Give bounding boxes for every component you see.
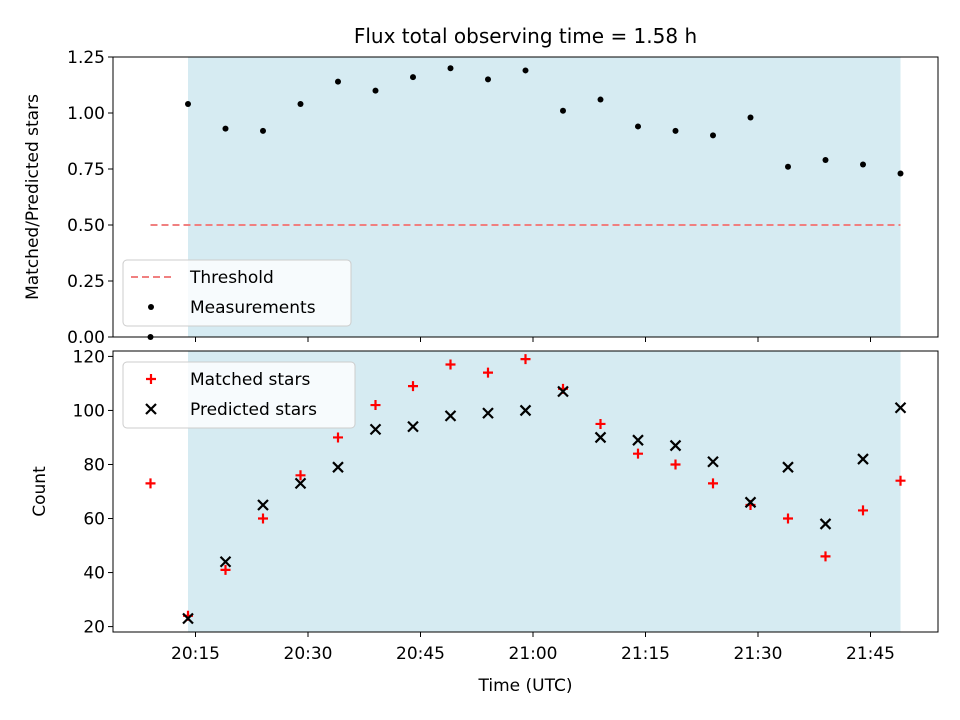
point-matched-stars — [295, 470, 306, 481]
y-tick-label: 80 — [83, 455, 105, 475]
legend-label: Predicted stars — [190, 400, 317, 420]
point-measurements — [597, 96, 604, 103]
point-matched-stars — [708, 478, 718, 489]
y-tick-label: 0.50 — [67, 216, 105, 236]
y-tick-label: 100 — [73, 401, 105, 421]
y-tick-label: 60 — [83, 510, 105, 530]
y-tick-label: 1.25 — [67, 48, 105, 68]
x-tick-label: 20:15 — [171, 644, 220, 664]
y-tick-label: 40 — [83, 564, 105, 584]
point-measurements — [897, 170, 904, 177]
point-predicted-stars — [182, 612, 194, 625]
legend-label: Threshold — [189, 268, 274, 288]
x-tick-label: 20:30 — [284, 644, 333, 664]
point-matched-stars — [895, 475, 906, 486]
point-matched-stars — [220, 564, 231, 575]
point-matched-stars — [145, 478, 156, 489]
point-matched-stars — [445, 359, 456, 370]
point-matched-stars — [633, 448, 643, 459]
point-predicted-stars — [894, 401, 907, 414]
point-matched-stars — [370, 400, 381, 411]
point-predicted-stars — [819, 518, 832, 530]
point-measurements — [260, 127, 266, 134]
point-predicted-stars — [407, 420, 419, 433]
x-tick-label: 21:45 — [846, 644, 895, 664]
point-measurements — [522, 67, 529, 74]
y-axis-label: Matched/Predicted stars — [23, 94, 43, 300]
point-predicted-stars — [219, 555, 232, 568]
point-matched-stars — [483, 367, 493, 378]
legend-predicted-swatch — [145, 403, 157, 415]
point-measurements — [822, 157, 829, 164]
point-matched-stars — [820, 551, 831, 562]
point-measurements — [335, 78, 341, 85]
point-measurements — [410, 74, 416, 81]
point-measurements — [747, 114, 754, 121]
y-tick-label: 1.00 — [67, 104, 105, 124]
point-matched-stars — [520, 354, 531, 365]
point-measurements — [222, 125, 229, 132]
point-predicted-stars — [332, 461, 344, 473]
y-tick-label: 0.75 — [67, 160, 105, 180]
chart-title: Flux total observing time = 1.58 h — [354, 24, 697, 48]
point-predicted-stars — [594, 431, 607, 444]
point-predicted-stars — [369, 423, 382, 436]
point-matched-stars — [258, 513, 268, 524]
point-predicted-stars — [707, 456, 719, 468]
legend-box — [122, 361, 356, 429]
x-axis-label: Time (UTC) — [478, 676, 573, 696]
y-axis-label: Count — [30, 466, 50, 517]
y-tick-label: 0.25 — [67, 272, 105, 292]
point-measurements — [185, 101, 191, 108]
point-measurements — [785, 163, 791, 170]
point-measurements — [672, 127, 679, 134]
point-predicted-stars — [669, 439, 682, 452]
axes-frame — [112, 350, 939, 633]
x-tick-label: 21:15 — [621, 644, 670, 664]
point-measurements — [297, 101, 304, 108]
y-tick-label: 0.00 — [67, 328, 105, 348]
point-predicted-stars — [257, 499, 269, 511]
legend-measurements-swatch — [148, 304, 154, 310]
point-matched-stars — [783, 513, 793, 524]
point-predicted-stars — [519, 404, 532, 417]
point-measurements — [560, 107, 566, 114]
count-panel: 20 40 60 80 100 120 20:15 20:30 20:45 21:00 21:15 2… — [30, 347, 939, 664]
point-measurements — [447, 65, 454, 72]
point-matched-stars — [595, 418, 606, 429]
x-tick-label: 21:00 — [509, 644, 558, 664]
point-matched-stars — [333, 432, 343, 443]
point-predicted-stars — [557, 385, 569, 398]
point-measurements — [635, 123, 641, 130]
point-predicted-stars — [782, 461, 794, 473]
point-predicted-stars — [444, 410, 457, 422]
point-measurements — [710, 132, 716, 139]
point-predicted-stars — [744, 496, 757, 509]
y-tick-label: 120 — [73, 347, 105, 367]
x-tick-label: 21:30 — [734, 644, 783, 664]
point-predicted-stars — [632, 434, 644, 446]
point-predicted-stars — [482, 407, 494, 419]
axes-frame — [112, 56, 939, 338]
legend-label: Matched stars — [190, 370, 310, 390]
point-predicted-stars — [857, 453, 869, 465]
point-measurements — [372, 87, 379, 94]
legend-box — [122, 259, 352, 327]
legend-label: Measurements — [190, 298, 316, 318]
legend-matched-swatch — [146, 374, 156, 384]
point-matched-stars — [670, 459, 681, 470]
point-measurements — [860, 161, 866, 168]
point-predicted-stars — [294, 477, 307, 490]
point-matched-stars — [408, 381, 418, 392]
y-tick-label: 20 — [83, 618, 105, 638]
point-matched-stars — [858, 505, 868, 516]
x-tick-label: 20:45 — [396, 644, 445, 664]
point-measurements — [485, 76, 491, 83]
ratio-panel: 0.00 0.25 0.50 0.75 1.00 1.25 Matched/Predicte… — [23, 48, 939, 348]
